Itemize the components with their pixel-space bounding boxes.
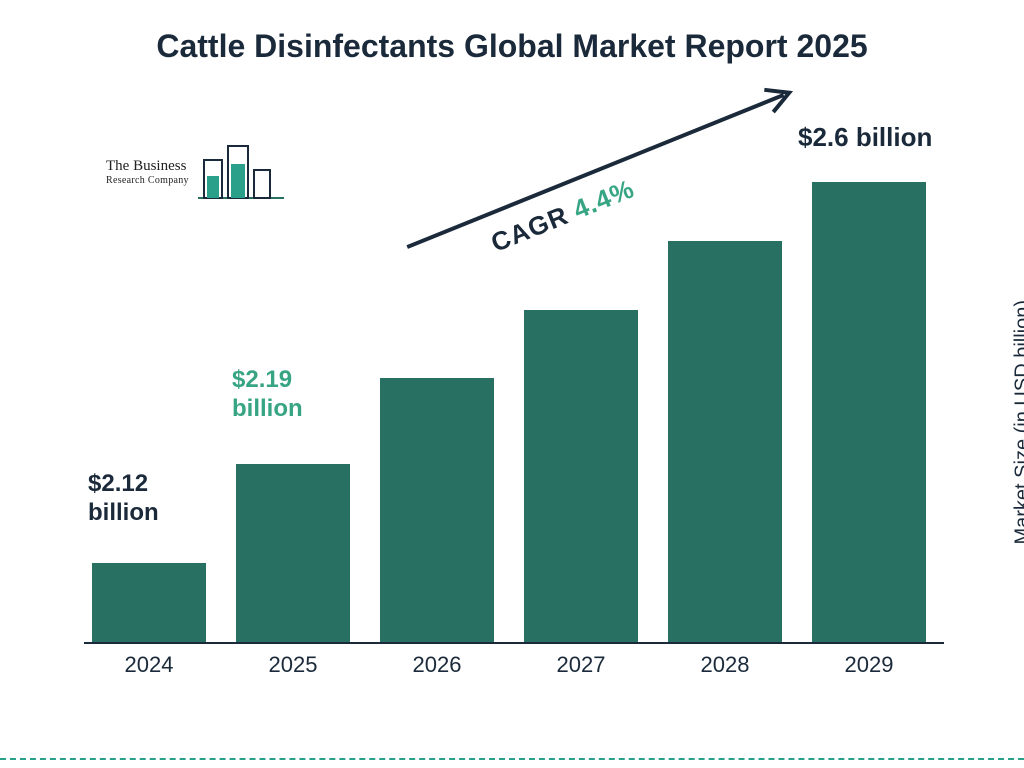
bar-2029 — [812, 182, 926, 642]
bar-2026 — [380, 378, 494, 642]
page: Cattle Disinfectants Global Market Repor… — [0, 0, 1024, 768]
plot-area: 2024 2025 2026 2027 2028 2029 $2.12 bill… — [80, 120, 950, 680]
xlabel-2029: 2029 — [799, 652, 939, 678]
bar-2025 — [236, 464, 350, 642]
y-axis-label: Market Size (in USD billion) — [1012, 300, 1024, 545]
xlabel-2024: 2024 — [79, 652, 219, 678]
value-label-2025: $2.19 billion — [232, 366, 342, 424]
chart-title: Cattle Disinfectants Global Market Repor… — [0, 26, 1024, 66]
bar-2028 — [668, 241, 782, 642]
bar-2024 — [92, 563, 206, 642]
xlabel-2027: 2027 — [511, 652, 651, 678]
bar-chart: 2024 2025 2026 2027 2028 2029 $2.12 bill… — [80, 120, 950, 700]
bar-2027 — [524, 310, 638, 642]
x-axis-line — [84, 642, 944, 644]
value-label-2024: $2.12 billion — [88, 470, 198, 528]
trend-arrow-icon — [396, 69, 810, 267]
bottom-dashed-rule — [0, 758, 1024, 760]
xlabel-2026: 2026 — [367, 652, 507, 678]
xlabel-2028: 2028 — [655, 652, 795, 678]
xlabel-2025: 2025 — [223, 652, 363, 678]
